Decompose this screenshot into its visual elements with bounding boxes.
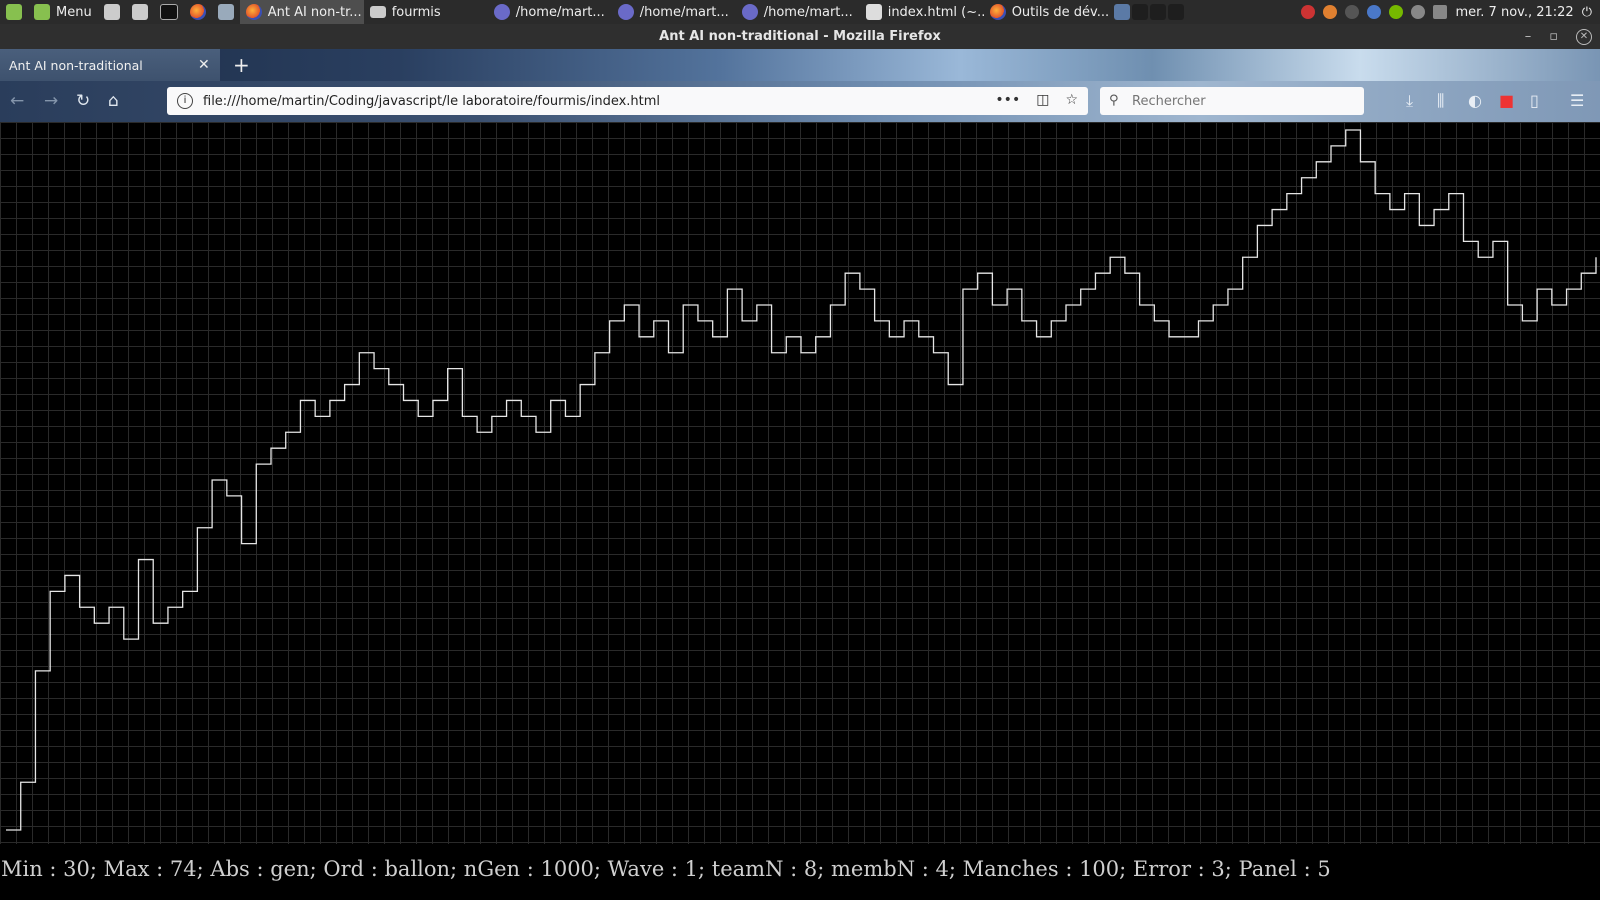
addon-icon[interactable]: ■	[1499, 91, 1515, 110]
address-bar-actions: ••• ◫ ☆	[995, 92, 1078, 108]
bookmark-star-icon[interactable]: ☆	[1065, 92, 1078, 108]
series-line	[6, 129, 1597, 831]
site-info-icon[interactable]: i	[177, 93, 193, 109]
workspace-2[interactable]	[1131, 4, 1148, 20]
clock[interactable]: mer. 7 nov., 21:22	[1455, 4, 1574, 20]
eclipse-icon	[493, 4, 510, 20]
battery-icon[interactable]	[1433, 5, 1448, 19]
workspace-4[interactable]	[1167, 4, 1184, 20]
search-box[interactable]: ⚲	[1100, 87, 1364, 115]
taskbar-window-0[interactable]: Ant AI non-tr...	[239, 0, 364, 24]
redshift-icon[interactable]	[1323, 5, 1338, 19]
launcher-printer-icon[interactable]	[98, 0, 126, 24]
hamburger-menu-icon[interactable]: ☰	[1570, 91, 1585, 110]
home-icon[interactable]: ⌂	[108, 91, 119, 111]
page-canvas: Min : 30; Max : 74; Abs : gen; Ord : bal…	[0, 122, 1600, 900]
forward-icon[interactable]: →	[44, 91, 59, 111]
taskbar-window-label: fourmis	[391, 4, 441, 20]
system-tray: mer. 7 nov., 21:22 ⏻	[1301, 5, 1600, 20]
mint-menu-icon	[34, 4, 50, 20]
document-icon	[865, 4, 882, 20]
window-title: Ant AI non-traditional - Mozilla Firefox	[659, 29, 941, 44]
nvidia-icon[interactable]	[1389, 5, 1404, 19]
navigation-toolbar: ← → ↻ ⌂ i file:///home/martin/Coding/jav…	[0, 81, 1600, 122]
tab-close-icon[interactable]: ✕	[198, 57, 210, 73]
firefox-icon	[989, 4, 1006, 20]
taskbar-window-5[interactable]: index.html (~...	[860, 0, 984, 24]
line-chart	[0, 122, 1600, 844]
taskbar-window-label: /home/mart...	[639, 4, 729, 20]
system-taskbar: Menu Ant AI non-tr... fourmis /home/mart…	[0, 0, 1600, 24]
search-input[interactable]	[1130, 87, 1354, 115]
taskbar-window-label: /home/mart...	[763, 4, 853, 20]
grid-lines	[0, 122, 1600, 844]
window-controls: – ▫ ✕	[1525, 24, 1592, 49]
tab-title: Ant AI non-traditional	[9, 57, 143, 73]
launcher-terminal-icon[interactable]	[154, 0, 184, 24]
taskbar-window-6[interactable]: Outils de dév...	[984, 0, 1108, 24]
url-text[interactable]: file:///home/martin/Coding/javascript/le…	[203, 93, 661, 109]
maximize-icon[interactable]: ▫	[1549, 29, 1558, 44]
eclipse-icon	[741, 4, 758, 20]
folder-icon	[369, 6, 386, 18]
shield-icon[interactable]	[1301, 5, 1316, 19]
launcher-printer2-icon[interactable]	[126, 0, 154, 24]
taskbar-window-label: Outils de dév...	[1011, 4, 1108, 20]
page-actions-icon[interactable]: •••	[995, 92, 1021, 108]
taskbar-window-label: /home/mart...	[515, 4, 605, 20]
close-icon[interactable]: ✕	[1576, 28, 1592, 45]
reload-icon[interactable]: ↻	[76, 91, 91, 111]
menu-button[interactable]: Menu	[28, 0, 98, 24]
network-icon[interactable]	[1345, 5, 1360, 19]
mint-logo-icon[interactable]	[0, 0, 28, 24]
pocket-icon[interactable]: ◫	[1036, 92, 1050, 108]
taskbar-window-2[interactable]: /home/mart...	[488, 0, 612, 24]
volume-icon[interactable]	[1411, 5, 1426, 19]
launcher-firefox-icon[interactable]	[184, 0, 212, 24]
power-icon[interactable]: ⏻	[1581, 4, 1592, 20]
sidebar-icon[interactable]: ▯	[1530, 91, 1539, 110]
extension-icon[interactable]: ◐	[1468, 91, 1482, 110]
taskbar-window-label: Ant AI non-tr...	[267, 4, 362, 20]
tab-strip: Ant AI non-traditional ✕ +	[0, 49, 1600, 81]
menu-label: Menu	[56, 4, 92, 20]
eclipse-icon	[617, 4, 634, 20]
window-titlebar[interactable]: Ant AI non-traditional - Mozilla Firefox…	[0, 24, 1600, 49]
workspace-switcher[interactable]	[1108, 0, 1190, 24]
bluetooth-icon[interactable]	[1367, 5, 1382, 19]
address-bar[interactable]: i file:///home/martin/Coding/javascript/…	[167, 87, 1088, 115]
taskbar-window-label: index.html (~...	[887, 4, 984, 20]
downloads-icon[interactable]: ⤓	[1406, 91, 1414, 110]
taskbar-window-3[interactable]: /home/mart...	[612, 0, 736, 24]
library-icon[interactable]: ⫼	[1437, 91, 1445, 110]
workspace-1[interactable]	[1113, 4, 1130, 20]
minimize-icon[interactable]: –	[1524, 29, 1532, 44]
tab-ant-ai[interactable]: Ant AI non-traditional	[0, 49, 220, 81]
taskbar-window-4[interactable]: /home/mart...	[736, 0, 860, 24]
workspace-3[interactable]	[1149, 4, 1166, 20]
search-icon: ⚲	[1109, 93, 1119, 108]
firefox-icon	[245, 4, 262, 20]
launcher-screenshot-icon[interactable]	[212, 0, 240, 24]
stats-caption: Min : 30; Max : 74; Abs : gen; Ord : bal…	[1, 857, 1331, 881]
back-icon[interactable]: ←	[10, 91, 25, 111]
new-tab-icon[interactable]: +	[233, 53, 250, 77]
taskbar-window-1[interactable]: fourmis	[364, 0, 488, 24]
